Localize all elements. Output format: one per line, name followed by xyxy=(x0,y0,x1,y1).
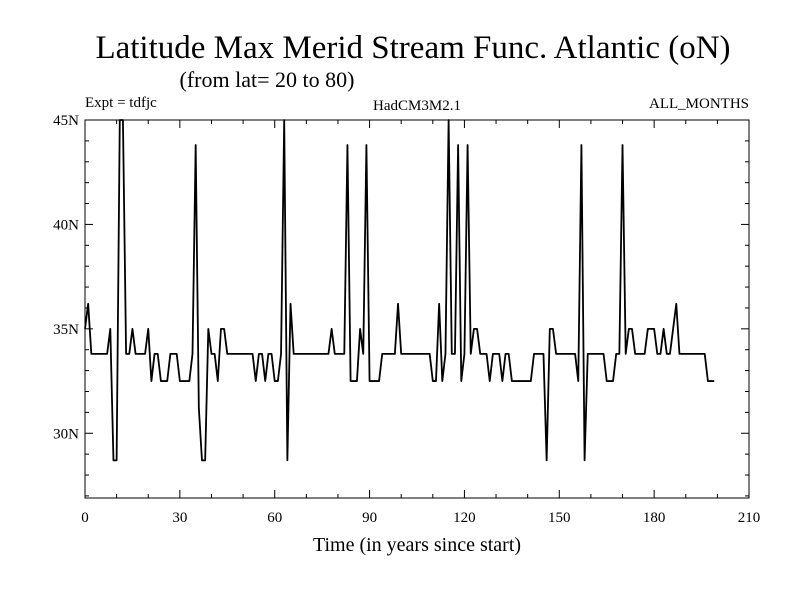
x-tick-label: 150 xyxy=(548,510,571,526)
x-tick-label: 120 xyxy=(453,510,476,526)
x-tick-label: 60 xyxy=(267,510,282,526)
plot-frame xyxy=(84,119,750,499)
y-tick-label: 30N xyxy=(53,426,79,442)
y-tick-label: 45N xyxy=(53,113,79,129)
x-axis-label: Time (in years since start) xyxy=(313,534,521,556)
chart-title: Latitude Max Merid Stream Func. Atlantic… xyxy=(95,30,730,66)
x-axis: 0 30 60 90 120 150 180 210 xyxy=(81,120,760,526)
series-line xyxy=(84,119,715,462)
chart-subtitle: (from lat= 20 to 80) xyxy=(180,67,355,92)
months-label: ALL_MONTHS xyxy=(649,96,749,112)
experiment-label: Expt = tdfjc xyxy=(85,95,157,111)
y-tick-label: 40N xyxy=(53,217,79,233)
x-tick-label: 210 xyxy=(738,510,761,526)
model-label: HadCM3M2.1 xyxy=(373,98,461,114)
x-tick-label: 30 xyxy=(172,510,187,526)
x-tick-label: 90 xyxy=(362,510,377,526)
y-tick-label: 35N xyxy=(53,322,79,338)
x-tick-label: 180 xyxy=(643,510,666,526)
x-tick-label: 0 xyxy=(81,510,89,526)
y-axis: 30N 35N 40N 45N xyxy=(53,113,749,497)
